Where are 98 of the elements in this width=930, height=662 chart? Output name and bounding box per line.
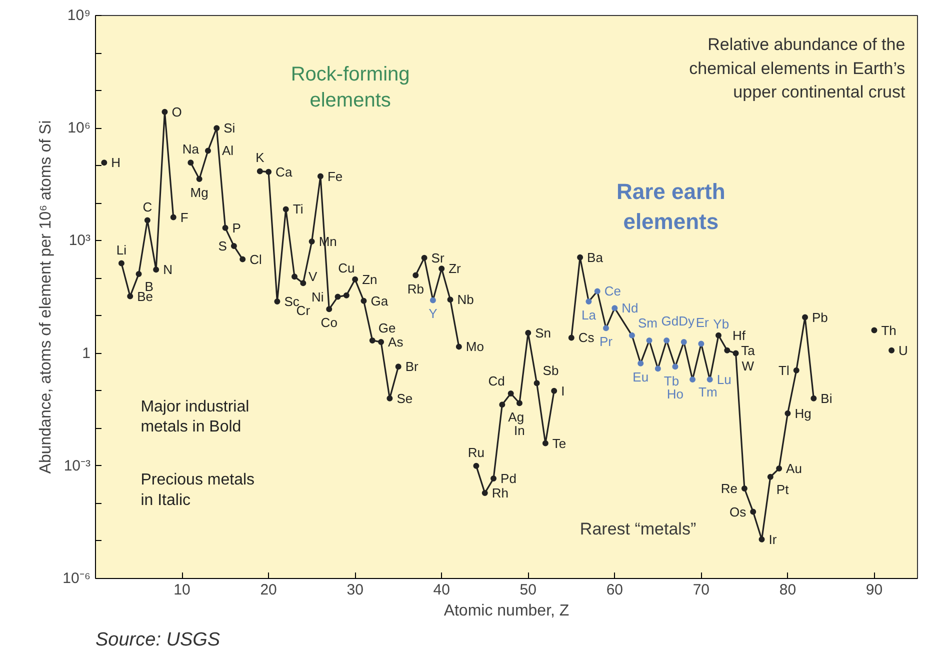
annotation: Rare earth elements <box>616 178 726 234</box>
annotation: Tb <box>664 374 680 389</box>
x-tick-label: 10 <box>174 582 190 598</box>
y-axis-title: Abundance, atoms of element per 10⁶ atoms of Si <box>38 120 55 474</box>
annotation: P <box>232 220 241 236</box>
annotation: Ni <box>311 289 324 304</box>
annotation: Ag <box>508 410 524 425</box>
annotation: In <box>514 423 525 438</box>
annotation: U <box>898 342 908 358</box>
x-tick-label: 60 <box>606 582 624 598</box>
y-tick-label: 1 <box>82 344 90 362</box>
x-axis-title: Atomic number, Z <box>444 602 570 620</box>
annotation: Co <box>320 315 338 330</box>
annotation: Gd <box>661 313 679 328</box>
annotation: Br <box>405 359 420 374</box>
annotation: Ho <box>666 386 684 402</box>
annotation: Au <box>786 461 802 476</box>
annotation: Cl <box>250 252 262 267</box>
annotation: N <box>163 262 172 278</box>
x-tick-label: 70 <box>692 582 710 598</box>
annotation: Ce <box>604 284 621 299</box>
annotation: Tl <box>778 362 790 378</box>
annotation: Precious metals in Italic <box>140 472 255 509</box>
x-tick-label: 20 <box>260 582 277 598</box>
annotation: O <box>172 104 182 120</box>
annotation: Ta <box>741 342 756 358</box>
x-tick-label: 90 <box>866 582 883 598</box>
annotation: As <box>388 334 404 350</box>
annotation: Yb <box>713 316 730 332</box>
annotation: Cu <box>338 260 355 276</box>
annotation: Mg <box>190 185 208 200</box>
annotation: Ba <box>587 250 604 265</box>
annotation: V <box>308 269 318 284</box>
annotation: Os <box>729 504 747 520</box>
annotation: Al <box>222 143 234 158</box>
annotation: Na <box>182 142 200 157</box>
annotation: Pt <box>776 482 790 497</box>
annotation: Fe <box>327 168 343 184</box>
x-tick-label: 30 <box>346 582 364 598</box>
annotation: Si <box>224 120 236 136</box>
annotation: H <box>111 155 121 170</box>
annotation: Rock-forming elements <box>290 63 410 112</box>
annotation: B <box>144 278 154 294</box>
annotation: Ti <box>292 202 304 217</box>
annotation: Sr <box>431 250 445 266</box>
text: Relative abundance of the chemical elements in Earth’s upper continental crust <box>689 35 906 102</box>
annotation: C <box>142 199 152 214</box>
annotation: Pb <box>812 310 828 325</box>
annotation: Te <box>552 436 566 451</box>
annotation: Zr <box>448 261 462 276</box>
annotation: W <box>742 358 755 374</box>
annotation: Sn <box>535 325 552 340</box>
annotation: Hf <box>732 328 746 343</box>
annotation: Y <box>428 306 438 322</box>
annotation: Major industrial metals in Bold <box>140 398 250 436</box>
annotation: Nd <box>622 300 638 316</box>
y-tick-label: 10⁶ <box>68 120 90 137</box>
y-tick-label: 10⁻⁶ <box>62 570 90 587</box>
annotation: Bi <box>820 390 832 406</box>
annotation: Eu <box>632 369 649 384</box>
annotation: S <box>218 238 228 254</box>
annotation: Ir <box>768 532 778 547</box>
annotation: Mo <box>466 339 484 354</box>
annotation: Er <box>696 315 710 330</box>
annotation: Se <box>396 390 413 406</box>
annotation: Ga <box>370 293 389 308</box>
x-tick-label: 40 <box>433 582 450 598</box>
annotation: Zn <box>362 272 378 287</box>
annotation: Rarest “metals” <box>580 519 696 538</box>
annotation: F <box>180 210 188 225</box>
source-note: Source: USGS <box>96 630 220 650</box>
annotation: Rb <box>407 281 424 296</box>
annotation: La <box>581 307 597 322</box>
annotation: Ca <box>276 164 293 180</box>
annotation: Re <box>720 480 738 496</box>
annotation: Cs <box>578 330 595 346</box>
annotation: Tm <box>698 384 718 400</box>
y-tick-label: 10³ <box>68 232 91 250</box>
annotation: Th <box>881 322 896 338</box>
annotation: Pr <box>600 334 614 350</box>
annotation: Cd <box>488 373 505 388</box>
annotation: Lu <box>716 372 732 388</box>
annotation: Pd <box>500 471 516 486</box>
annotation: Ru <box>468 444 485 460</box>
y-tick-label: 10⁻³ <box>64 457 91 474</box>
annotation: K <box>256 150 265 166</box>
annotation: Hg <box>794 406 812 421</box>
annotation: Ge <box>378 320 396 336</box>
annotation: Rh <box>492 485 508 500</box>
annotation: Li <box>116 242 127 258</box>
annotation: Nb <box>457 292 474 308</box>
y-tick-label: 10⁹ <box>67 7 90 24</box>
annotation: Sb <box>542 363 559 378</box>
annotation: I <box>561 383 565 398</box>
x-tick-label: 50 <box>520 582 536 598</box>
annotation: Dy <box>678 313 695 328</box>
x-tick-label: 80 <box>779 582 796 598</box>
annotation: Sm <box>638 315 658 330</box>
